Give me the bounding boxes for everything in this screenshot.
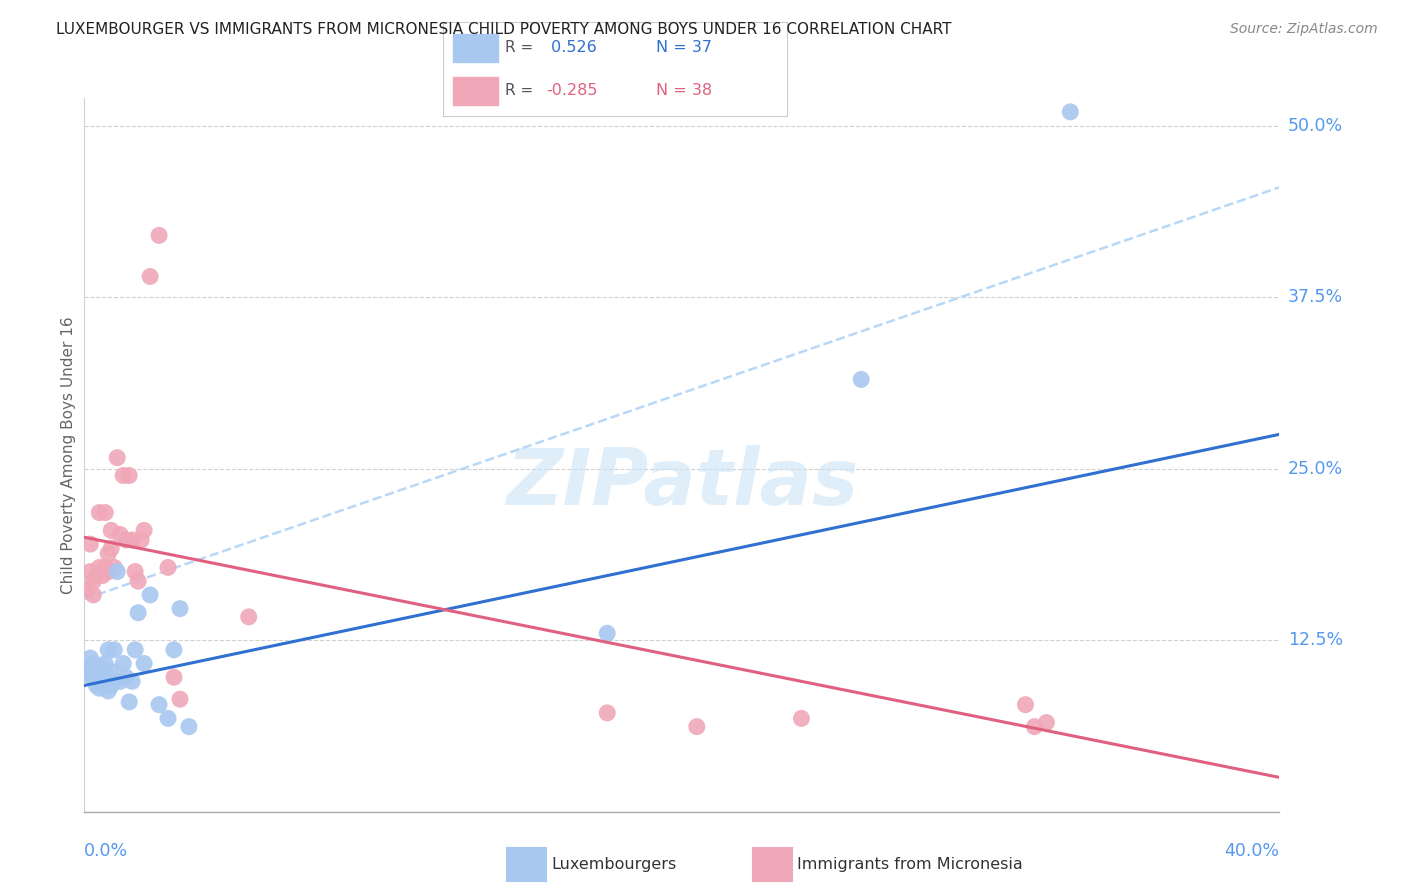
Point <box>100 665 122 679</box>
Point <box>148 228 170 243</box>
Point <box>94 506 117 520</box>
Point <box>163 670 186 684</box>
Text: Immigrants from Micronesia: Immigrants from Micronesia <box>797 857 1024 871</box>
Point <box>112 468 135 483</box>
Point <box>132 524 156 538</box>
Point <box>124 565 146 579</box>
Point <box>82 670 104 684</box>
Point <box>118 468 141 483</box>
Point <box>157 711 180 725</box>
Point <box>157 560 180 574</box>
Point <box>121 674 143 689</box>
Point <box>112 657 135 671</box>
Point <box>238 610 260 624</box>
Point <box>97 547 120 561</box>
Point <box>127 574 149 589</box>
Text: N = 37: N = 37 <box>657 40 713 55</box>
Point <box>169 692 191 706</box>
Point <box>91 674 114 689</box>
Point <box>94 670 117 684</box>
Point <box>169 601 191 615</box>
Point <box>118 695 141 709</box>
Point <box>82 657 104 671</box>
Point <box>89 506 111 520</box>
Point <box>103 642 125 657</box>
Point <box>132 657 156 671</box>
Bar <box>453 77 498 104</box>
Point <box>100 541 122 556</box>
Point <box>79 565 101 579</box>
Text: R =: R = <box>505 83 538 98</box>
Point <box>97 565 120 579</box>
Point <box>89 681 111 696</box>
Point <box>79 660 101 674</box>
Point <box>163 642 186 657</box>
Point <box>86 568 108 582</box>
Point <box>89 667 111 681</box>
Point <box>110 674 132 689</box>
Text: 50.0%: 50.0% <box>1288 117 1343 135</box>
Bar <box>453 34 498 62</box>
Point <box>1035 715 1057 730</box>
Point <box>94 560 117 574</box>
Point <box>91 568 114 582</box>
Point <box>79 651 101 665</box>
Point <box>89 560 111 574</box>
Text: -0.285: -0.285 <box>546 83 598 98</box>
Point <box>103 674 125 689</box>
Point <box>97 642 120 657</box>
Text: N = 38: N = 38 <box>657 83 713 98</box>
Point <box>79 537 101 551</box>
Point <box>596 706 619 720</box>
Point <box>115 670 138 684</box>
Point <box>139 588 162 602</box>
Point <box>1024 720 1046 734</box>
Y-axis label: Child Poverty Among Boys Under 16: Child Poverty Among Boys Under 16 <box>60 316 76 594</box>
Point <box>849 372 872 386</box>
Text: 25.0%: 25.0% <box>1288 459 1343 477</box>
Point <box>86 678 108 692</box>
Text: Source: ZipAtlas.com: Source: ZipAtlas.com <box>1230 22 1378 37</box>
Point <box>124 642 146 657</box>
Point <box>94 657 117 671</box>
Point <box>82 574 104 589</box>
Text: 0.526: 0.526 <box>546 40 598 55</box>
Point <box>686 720 709 734</box>
Point <box>100 524 122 538</box>
Text: ZIPatlas: ZIPatlas <box>506 445 858 522</box>
Point <box>100 678 122 692</box>
Point <box>177 720 200 734</box>
Text: 0.0%: 0.0% <box>84 842 128 860</box>
Point <box>1014 698 1036 712</box>
Point <box>76 667 98 681</box>
Point <box>129 533 152 547</box>
Point <box>86 665 108 679</box>
Point <box>91 660 114 674</box>
Point <box>127 606 149 620</box>
Point <box>105 450 128 465</box>
Point <box>110 527 132 541</box>
Text: 40.0%: 40.0% <box>1225 842 1279 860</box>
Point <box>97 684 120 698</box>
Text: 12.5%: 12.5% <box>1288 632 1343 649</box>
Text: Luxembourgers: Luxembourgers <box>551 857 676 871</box>
Point <box>1059 104 1081 119</box>
Point <box>148 698 170 712</box>
Text: LUXEMBOURGER VS IMMIGRANTS FROM MICRONESIA CHILD POVERTY AMONG BOYS UNDER 16 COR: LUXEMBOURGER VS IMMIGRANTS FROM MICRONES… <box>56 22 952 37</box>
Point <box>103 560 125 574</box>
Point <box>115 533 138 547</box>
Point <box>139 269 162 284</box>
Point <box>596 626 619 640</box>
Point <box>121 533 143 547</box>
Point <box>76 582 98 597</box>
Point <box>790 711 813 725</box>
Text: R =: R = <box>505 40 538 55</box>
Point <box>82 588 104 602</box>
Point <box>105 565 128 579</box>
Text: 37.5%: 37.5% <box>1288 288 1343 306</box>
